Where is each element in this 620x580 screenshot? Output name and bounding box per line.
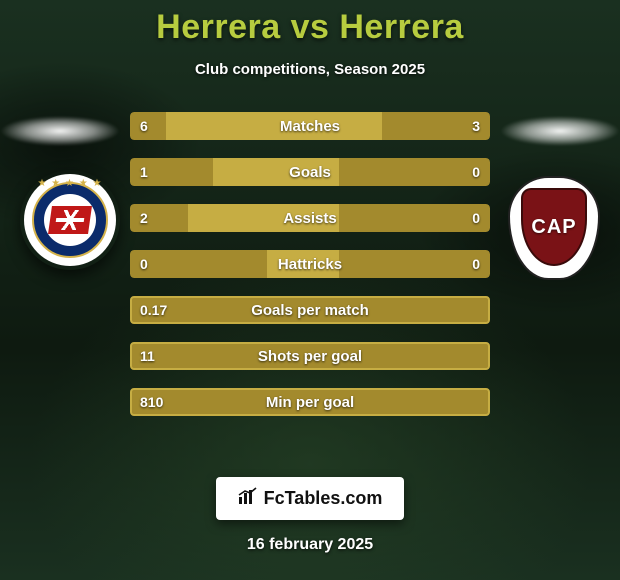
- crest-left-badge: ★ ★ ★ ★ ★: [24, 174, 116, 266]
- bar-half-left: [130, 158, 310, 186]
- stat-row: 810Min per goal: [130, 388, 490, 416]
- crest-left-flag-icon: [48, 206, 92, 234]
- footer: FcTables.com 16 february 2025: [0, 477, 620, 554]
- bar-track: [130, 204, 490, 232]
- stat-row: 20Assists: [130, 204, 490, 232]
- crest-right-shield: CAP: [521, 188, 587, 266]
- bar-fill-left: [267, 250, 310, 278]
- bar-half-right: [310, 112, 490, 140]
- bar-track: [130, 158, 490, 186]
- team-crest-right: CAP: [504, 178, 604, 278]
- brand-chart-icon: [238, 487, 258, 510]
- title-vs: vs: [291, 8, 330, 46]
- bar-half-right: [310, 250, 490, 278]
- page-title: Herrera vs Herrera: [156, 8, 464, 47]
- spotlight-right: [500, 116, 620, 146]
- stat-row: 63Matches: [130, 112, 490, 140]
- title-left: Herrera: [156, 8, 280, 46]
- stage: ★ ★ ★ ★ ★ CAP 63Matches 10Goals 20Assists 0…: [0, 78, 620, 580]
- crest-left-core: [44, 194, 96, 246]
- bar-half-left: [130, 112, 310, 140]
- bar-half-right: [310, 204, 490, 232]
- bar-fill-right: [310, 204, 339, 232]
- crest-left-stars-icon: ★ ★ ★ ★ ★: [38, 178, 103, 189]
- bar-track: [130, 112, 490, 140]
- stat-row: 10Goals: [130, 158, 490, 186]
- brand-text: FcTables.com: [264, 488, 383, 509]
- bar-fill-right: [310, 250, 339, 278]
- stat-row: 0.17Goals per match: [130, 296, 490, 324]
- team-crest-left: ★ ★ ★ ★ ★: [20, 170, 120, 270]
- bar-half-left: [130, 250, 310, 278]
- brand-badge: FcTables.com: [216, 477, 405, 520]
- spotlight-left: [0, 116, 120, 146]
- stat-row: 11Shots per goal: [130, 342, 490, 370]
- crest-right-text: CAP: [531, 216, 576, 239]
- date-text: 16 february 2025: [247, 536, 373, 554]
- bar-fill-right: [310, 158, 339, 186]
- bar-half-right: [310, 158, 490, 186]
- crest-left-ring: [32, 182, 108, 258]
- content-root: Herrera vs Herrera Club competitions, Se…: [0, 0, 620, 580]
- bar-full: [130, 388, 490, 416]
- title-right: Herrera: [339, 8, 463, 46]
- stat-row: 00Hattricks: [130, 250, 490, 278]
- crest-right-badge: CAP: [508, 176, 600, 280]
- bar-full: [130, 296, 490, 324]
- bar-track: [130, 250, 490, 278]
- bar-fill-left: [166, 112, 310, 140]
- bar-fill-right: [310, 112, 382, 140]
- stats-bars: 63Matches 10Goals 20Assists 00Hattricks 0.17…: [130, 112, 490, 416]
- bar-fill-left: [188, 204, 310, 232]
- bar-full: [130, 342, 490, 370]
- subtitle: Club competitions, Season 2025: [195, 61, 425, 78]
- bar-fill-left: [213, 158, 310, 186]
- bar-half-left: [130, 204, 310, 232]
